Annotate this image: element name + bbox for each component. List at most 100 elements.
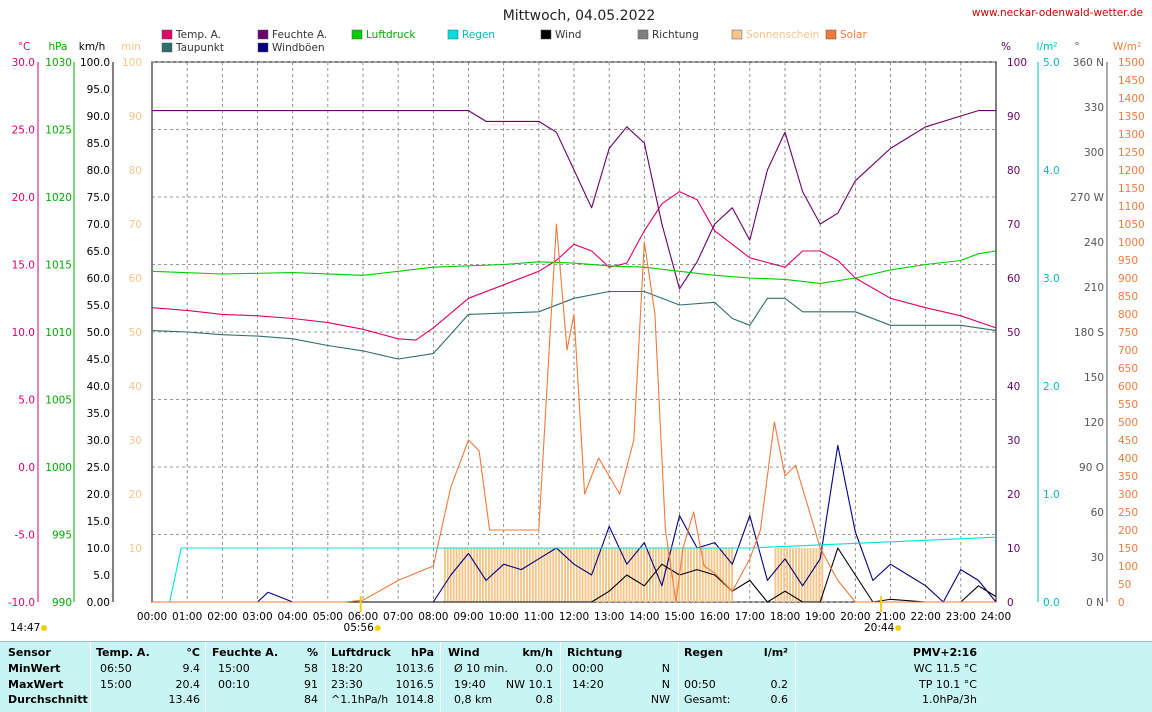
panel-cell: Luftdruck <box>331 646 391 659</box>
time-tick: 09:00 <box>453 611 483 623</box>
panel-divider <box>560 642 561 712</box>
solar-tick: 900 <box>1118 273 1138 285</box>
panel-cell: 00:00 <box>572 662 604 675</box>
sunshine-bar <box>499 548 502 602</box>
time-tick: 21:00 <box>875 611 905 623</box>
sunshine-bar <box>695 548 698 602</box>
press-tick: 1015 <box>45 260 72 272</box>
kmh-tick: 50.0 <box>87 327 110 339</box>
solar-tick: 750 <box>1118 327 1138 339</box>
legend-label: Richtung <box>652 29 699 41</box>
legend: Temp. A.Taupunkt Feuchte A.Windböen Luftdr… <box>161 29 867 54</box>
panel-cell: N <box>661 677 670 691</box>
grid <box>151 61 997 603</box>
min-tick: 80 <box>129 165 142 177</box>
rain-tick: 1.0 <box>1043 489 1060 501</box>
min-tick: 60 <box>129 273 142 285</box>
kmh-tick: 60.0 <box>87 273 110 285</box>
kmh-tick: 35.0 <box>87 408 110 420</box>
min-tick: 30 <box>129 435 142 447</box>
sunshine-bar <box>818 548 821 602</box>
dir-tick: 270 W <box>1070 192 1104 204</box>
sunshine-bar <box>681 548 684 602</box>
legend-label: Feuchte A. <box>272 29 327 41</box>
time-tick: 13:00 <box>594 611 624 623</box>
sunshine-bar <box>578 548 581 602</box>
time-tick: 20:00 <box>840 611 870 623</box>
pct-tick: 50 <box>1007 327 1020 339</box>
panel-cell: 15:00 <box>100 677 132 691</box>
kmh-tick: 90.0 <box>87 111 110 123</box>
sun-icon <box>41 625 47 631</box>
sunshine-bar <box>566 548 569 602</box>
solar-tick: 350 <box>1118 471 1138 483</box>
sunshine-bar <box>596 548 599 602</box>
axis-unit: km/h <box>79 41 106 53</box>
min-tick: 100 <box>122 57 142 69</box>
min-tick: 70 <box>129 219 142 231</box>
legend-label: Temp. A. <box>175 29 221 41</box>
legend-swatch <box>257 42 269 53</box>
panel-divider <box>205 642 206 712</box>
sunshine-bar <box>710 548 713 602</box>
panel-cell: TP 10.1 °C <box>918 677 977 691</box>
kmh-tick: 20.0 <box>87 489 110 501</box>
panel-cell: 0.2 <box>770 677 789 691</box>
time-tick: 14:00 <box>629 611 659 623</box>
panel-cell: 0,8 km <box>454 693 493 706</box>
sunshine-bar <box>575 548 578 602</box>
min-tick: 20 <box>129 489 142 501</box>
time-tick: 05:00 <box>313 611 343 623</box>
pct-tick: 0 <box>1007 597 1014 609</box>
pct-tick: 60 <box>1007 273 1020 285</box>
axis-unit: ° <box>1074 41 1079 53</box>
sunshine-bar <box>806 548 809 602</box>
legend-swatch <box>161 42 173 53</box>
legend-swatch <box>731 29 743 40</box>
sunshine-bar <box>520 548 523 602</box>
sun-markers: 05:56 20:44 14:47 <box>10 596 902 634</box>
sunshine-bar <box>610 548 613 602</box>
solar-tick: 850 <box>1118 291 1138 303</box>
sunshine-bar <box>815 548 818 602</box>
sunshine-bar <box>467 548 470 602</box>
kmh-tick: 55.0 <box>87 300 110 312</box>
sunshine-bar <box>719 548 722 602</box>
time-tick: 24:00 <box>981 611 1011 623</box>
sunshine-bar <box>525 548 528 602</box>
panel-cell: PMV+2:16 <box>912 646 977 659</box>
sunshine-bar <box>534 548 537 602</box>
sunshine-bar <box>821 548 824 602</box>
sunshine-bar <box>537 548 540 602</box>
sunset-time: 20:44 <box>864 622 895 634</box>
sunshine-bar <box>643 548 646 602</box>
sunshine-bar <box>725 548 728 602</box>
chart-title: Mittwoch, 04.05.2022 <box>503 8 656 24</box>
kmh-tick: 15.0 <box>87 516 110 528</box>
sunshine-bar <box>672 548 675 602</box>
panel-cell: ^1.1hPa/h <box>331 693 389 706</box>
solar-tick: 1500 <box>1118 57 1145 69</box>
sunshine-bar <box>654 548 657 602</box>
kmh-tick: 100.0 <box>80 57 110 69</box>
solar-tick: 1400 <box>1118 93 1145 105</box>
sunshine-bar <box>812 548 815 602</box>
site-url[interactable]: www.neckar-odenwald-wetter.de <box>972 7 1143 19</box>
sunshine-bar <box>458 548 461 602</box>
dir-tick: 90 O <box>1079 462 1104 474</box>
sunshine-bar <box>628 548 631 602</box>
sunshine-bar <box>631 548 634 602</box>
sunshine-bar <box>555 548 558 602</box>
press-tick: 1000 <box>45 462 72 474</box>
pct-tick: 90 <box>1007 111 1020 123</box>
sunshine-bar <box>528 548 531 602</box>
sunshine-bar <box>616 548 619 602</box>
pct-tick: 30 <box>1007 435 1020 447</box>
panel-cell: Richtung <box>567 646 623 659</box>
time-tick: 12:00 <box>559 611 589 623</box>
sunshine-bar <box>558 548 561 602</box>
legend-label: Wind <box>555 29 581 41</box>
sunshine-bar <box>722 548 725 602</box>
sunshine-bar <box>660 548 663 602</box>
sunshine-bar <box>774 548 777 602</box>
